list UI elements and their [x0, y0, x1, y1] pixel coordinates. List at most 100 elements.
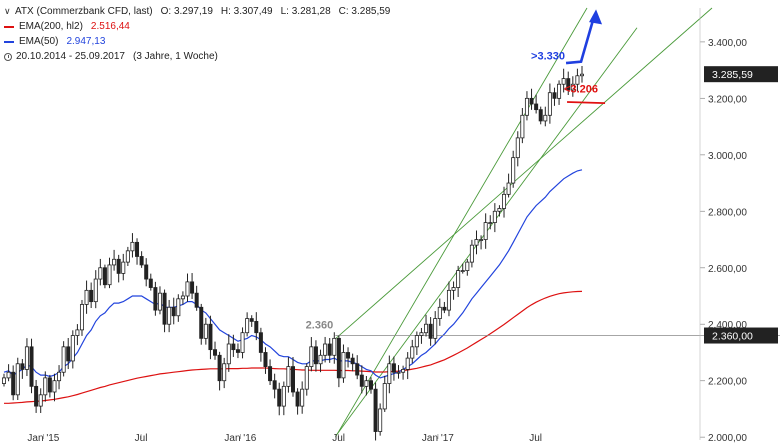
- candle-body: [222, 363, 227, 382]
- candle-body: [364, 380, 369, 387]
- candle-body: [323, 343, 328, 356]
- candle-body: [566, 78, 571, 91]
- legend-ema200-value: 2.516,44: [90, 21, 130, 32]
- candle-body: [121, 261, 126, 274]
- legend-ema50-row: EMA(50) 2.947,13: [4, 34, 390, 49]
- candle-body: [437, 306, 442, 319]
- candle-body: [304, 366, 309, 390]
- candle-body: [249, 318, 254, 322]
- candle-body: [327, 343, 332, 356]
- candle-body: [38, 394, 43, 407]
- candle-body: [272, 380, 277, 390]
- candle-body: [300, 388, 305, 407]
- ema50-path: [3, 169, 583, 379]
- candle-body: [290, 366, 295, 393]
- x-tick-label: Jul: [529, 433, 542, 444]
- candle-body: [281, 385, 286, 407]
- candle-body: [125, 250, 130, 263]
- candle-body: [552, 92, 557, 99]
- candle-body: [543, 114, 548, 122]
- candle-body: [391, 363, 396, 373]
- candle-body: [254, 321, 259, 334]
- candle-body: [217, 354, 222, 382]
- candle-body: [570, 83, 575, 91]
- legend-high: H: 3.307,49: [220, 6, 273, 17]
- candle-body: [116, 258, 121, 274]
- chart-legend: ∨ ATX (Commerzbank CFD, last) O: 3.297,1…: [4, 4, 390, 64]
- candle-body: [524, 97, 529, 116]
- candle-body: [130, 241, 135, 252]
- candle-body: [277, 388, 282, 407]
- candle-body: [75, 329, 80, 336]
- candle-body: [135, 241, 140, 257]
- target-down-label: <3.206: [564, 84, 598, 96]
- last-price-text: 3.285,59: [712, 69, 753, 81]
- level-annotation: 2.360: [306, 320, 334, 332]
- candle-body: [93, 278, 98, 303]
- channel-line-mid: [332, 7, 713, 342]
- candle-body: [580, 73, 585, 77]
- y-tick-label: 2.400,00: [708, 320, 747, 331]
- candle-body: [15, 363, 20, 396]
- candle-body: [373, 388, 378, 432]
- candle-body: [405, 357, 410, 370]
- legend-ema200-row: EMA(200, hl2) 2.516,44: [4, 19, 390, 34]
- candle-body: [433, 318, 438, 339]
- legend-close: C: 3.285,59: [338, 6, 391, 17]
- candle-body: [171, 306, 176, 317]
- candle-body: [557, 83, 562, 99]
- target-up-label: >3.330: [531, 51, 565, 63]
- candle-body: [547, 92, 552, 116]
- ema50-line: [3, 169, 583, 379]
- candle-body: [479, 239, 484, 241]
- candle-body: [6, 371, 11, 379]
- y-tick-label: 2.800,00: [708, 207, 747, 218]
- candle-body: [112, 258, 117, 266]
- candle-body: [497, 208, 502, 212]
- last-price-box: [704, 66, 778, 83]
- candle-body: [43, 377, 48, 396]
- candle-body: [144, 264, 149, 280]
- candle-body: [355, 363, 360, 376]
- candle-body: [66, 346, 71, 362]
- candle-body: [529, 97, 534, 105]
- candle-body: [20, 363, 25, 370]
- candle-body: [318, 354, 323, 365]
- legend-period-row: 20.10.2014 - 25.09.2017 (3 Jahre, 1 Woch…: [4, 49, 390, 64]
- candle-body: [11, 371, 16, 396]
- candle-body: [428, 323, 433, 339]
- legend-ema50-label: EMA(50): [19, 36, 59, 47]
- x-tick-label: Jan '15: [27, 433, 59, 444]
- candle-body: [534, 103, 539, 111]
- candle-body: [313, 346, 318, 365]
- candle-body: [396, 371, 401, 374]
- candle-body: [235, 349, 240, 353]
- candle-body: [2, 377, 7, 384]
- legend-instrument-row: ∨ ATX (Commerzbank CFD, last) O: 3.297,1…: [4, 4, 390, 19]
- candle-body: [61, 346, 66, 373]
- candle-body: [157, 292, 162, 311]
- candle-body: [258, 332, 263, 353]
- y-tick-label: 2.600,00: [708, 264, 747, 275]
- target-up-arrow-head: [589, 9, 603, 25]
- ema200-swatch: [4, 25, 14, 28]
- candle-body: [469, 244, 474, 263]
- y-tick-label: 3.000,00: [708, 151, 747, 162]
- candle-body: [575, 75, 580, 85]
- candle-body: [419, 332, 424, 336]
- candle-body: [213, 349, 218, 356]
- candle-body: [52, 380, 57, 393]
- candle-body: [194, 292, 199, 308]
- candle-body: [203, 323, 208, 339]
- candle-body: [474, 239, 479, 246]
- chevron-down-icon[interactable]: ∨: [4, 6, 11, 16]
- target-up-arrow-path: [565, 16, 596, 65]
- candle-body: [176, 298, 181, 317]
- candle-body: [70, 335, 75, 362]
- ema50-swatch: [4, 40, 14, 43]
- y-axis: 2.000,00 2.200,00 2.400,00 2.600,00 2.800,00…: [699, 8, 778, 444]
- candle-body: [350, 357, 355, 365]
- candle-body: [24, 346, 29, 370]
- candle-body: [240, 332, 245, 353]
